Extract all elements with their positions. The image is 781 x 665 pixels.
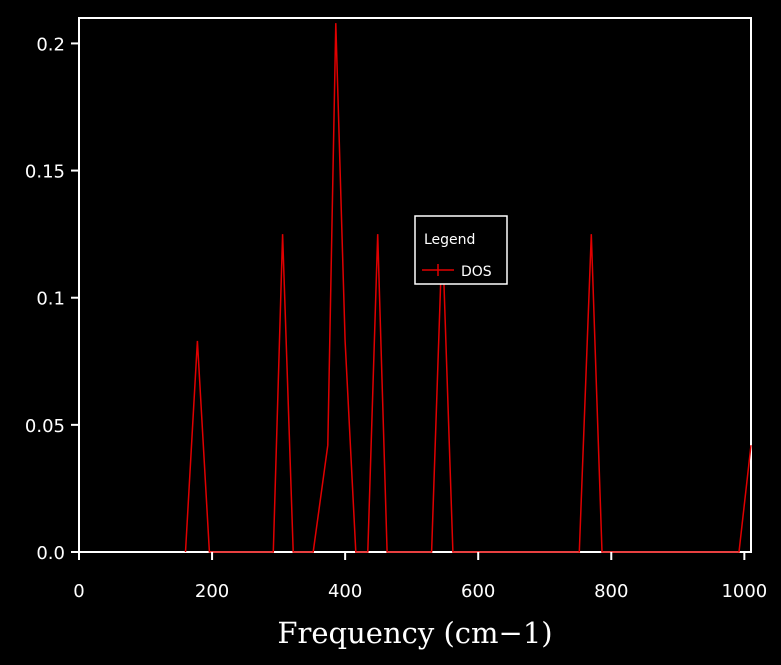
- legend-box: [414, 215, 508, 285]
- series-layer: [184, 23, 752, 553]
- x-tick-label: 400: [328, 581, 362, 602]
- y-tick-label: 0.05: [25, 416, 65, 437]
- y-tick-label: 0.1: [36, 289, 65, 310]
- series-line-dos: [184, 23, 752, 553]
- legend-series-label: DOS: [461, 264, 492, 280]
- x-axis-title: Frequency (cm−1): [277, 616, 552, 650]
- x-tick-label: 1000: [721, 581, 767, 602]
- y-tick-label: 0.2: [36, 34, 65, 55]
- x-tick-label: 200: [195, 581, 229, 602]
- y-tick-label: 0.0: [36, 543, 65, 564]
- x-tick-label: 800: [594, 581, 628, 602]
- axes-layer: 0 200 400 600 800 1000 0.0 0.05 0.1 0.15 0.2: [25, 34, 767, 602]
- x-tick-label: 600: [461, 581, 495, 602]
- plot-area-frame: [78, 17, 752, 553]
- x-tick-label: 0: [73, 581, 84, 602]
- legend-title: Legend: [424, 232, 475, 248]
- legend: Legend DOS: [414, 215, 508, 285]
- y-tick-label: 0.15: [25, 162, 65, 183]
